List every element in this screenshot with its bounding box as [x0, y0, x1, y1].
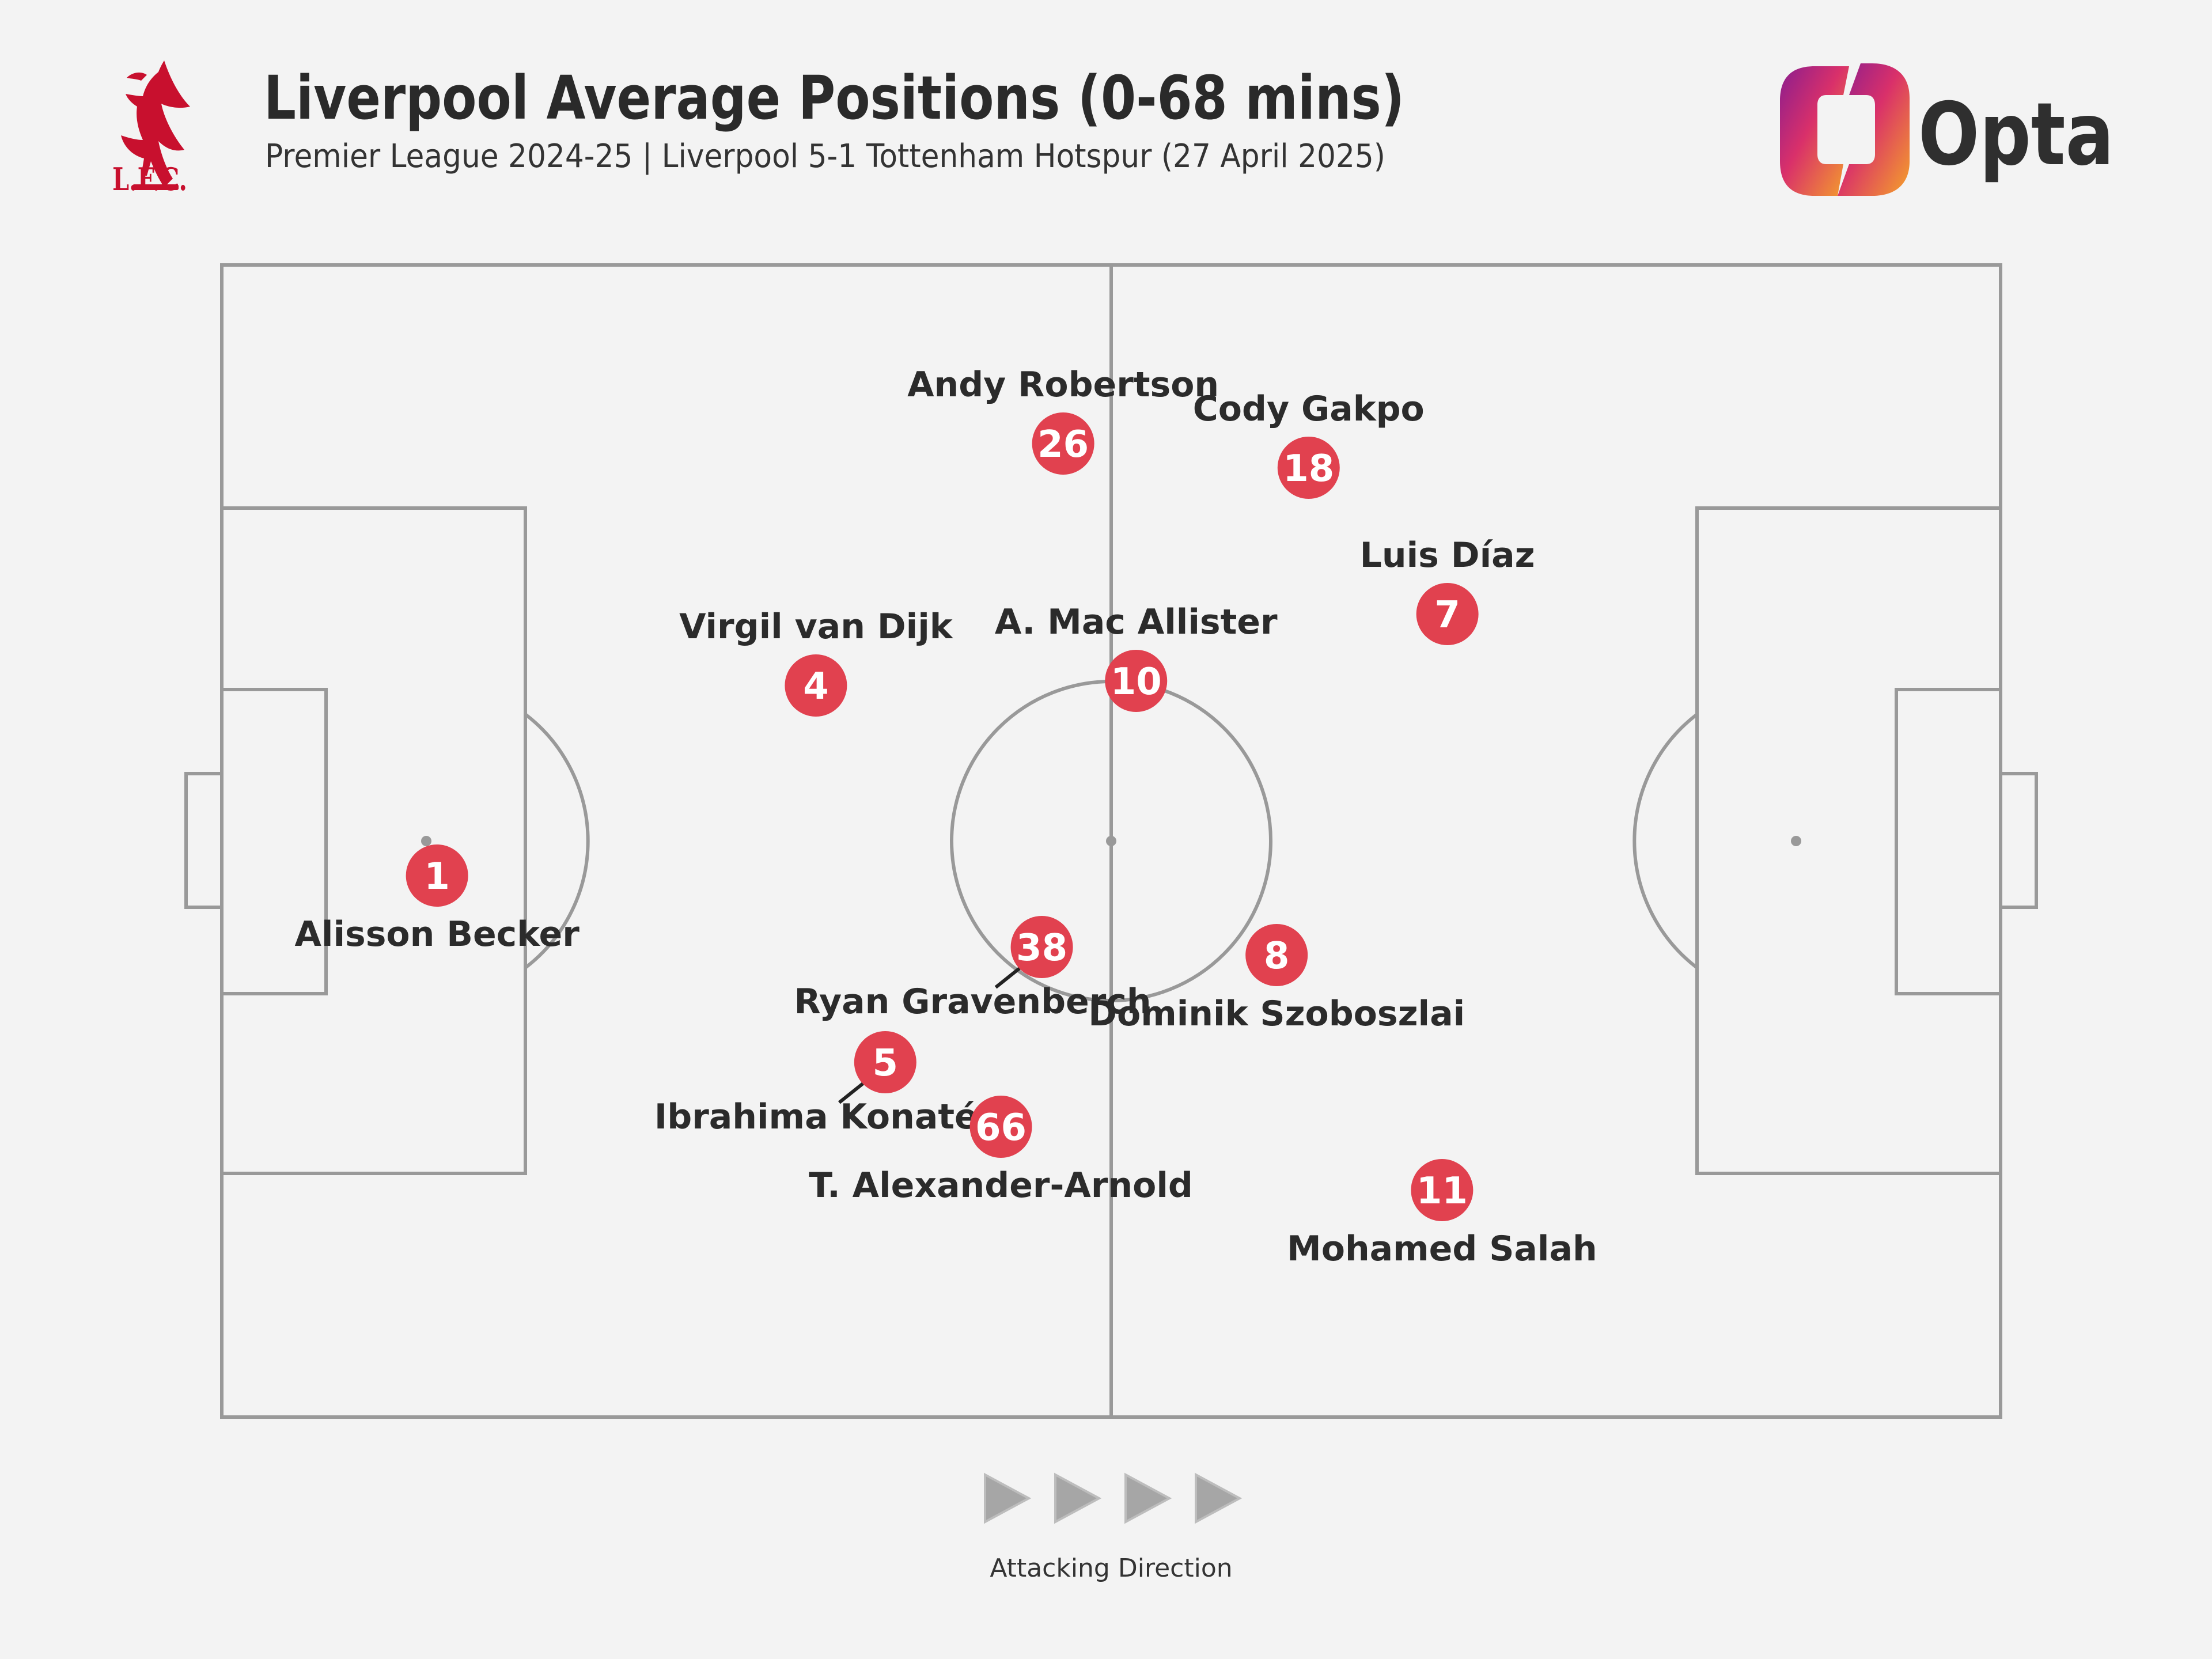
player-name-label: Dominik Szoboszlai: [1088, 994, 1465, 1034]
player-dot: [785, 654, 847, 717]
attacking-direction-arrows: [984, 1472, 1243, 1524]
chart-subtitle: Premier League 2024-25 | Liverpool 5-1 T…: [265, 138, 1385, 175]
player-dot: [854, 1031, 916, 1093]
player-number: 38: [1016, 927, 1067, 969]
player-number: 66: [975, 1107, 1027, 1149]
player-marker: 66 T. Alexander-Arnold: [809, 1096, 1193, 1206]
football-pitch: [184, 263, 2038, 1419]
player-marker: 38 Ryan Gravenberch: [794, 916, 1152, 1022]
chart-title: Liverpool Average Positions (0-68 mins): [264, 63, 1404, 133]
right-six-yard-box: [1895, 688, 2002, 995]
player-marker: 11 Mohamed Salah: [1287, 1159, 1597, 1269]
player-number: 4: [803, 665, 829, 708]
player-name-label: Virgil van Dijk: [679, 607, 954, 647]
player-number: 26: [1037, 423, 1089, 466]
direction-arrow-icon: [1195, 1472, 1243, 1524]
player-name-label: T. Alexander-Arnold: [809, 1165, 1193, 1206]
player-name-label: Alisson Becker: [294, 914, 579, 955]
direction-arrow-icon: [1124, 1472, 1172, 1524]
player-number: 11: [1416, 1170, 1468, 1213]
player-marker: 7 Luis Díaz: [1360, 535, 1535, 645]
player-dot: [1010, 916, 1073, 978]
player-dot: [1416, 583, 1479, 645]
player-number: 10: [1111, 661, 1162, 703]
player-dot: [1032, 412, 1094, 475]
right-penalty-area: [1695, 506, 2002, 1175]
right-penalty-arc: [1633, 713, 1698, 969]
direction-arrow-icon: [1054, 1472, 1102, 1524]
player-dot: [1277, 437, 1340, 499]
centre-spot: [1106, 836, 1116, 846]
left-penalty-area: [220, 506, 527, 1175]
player-name-label: Ryan Gravenberch: [794, 982, 1152, 1022]
player-number: 18: [1283, 448, 1334, 490]
player-dot: [1105, 650, 1168, 712]
opta-wordmark: Opta: [1918, 85, 2114, 185]
player-marker: 18 Cody Gakpo: [1193, 389, 1425, 499]
player-number: 7: [1434, 594, 1460, 637]
crest-letters: L.F.C.: [112, 161, 187, 198]
attacking-direction-label: Attacking Direction: [990, 1554, 1232, 1583]
player-marker: 10 A. Mac Allister: [995, 602, 1278, 712]
left-goal: [184, 772, 224, 909]
player-number: 8: [1264, 935, 1290, 978]
left-penalty-arc: [524, 713, 590, 969]
liverbird-crest-icon: L.F.C.: [112, 60, 190, 198]
direction-arrow-icon: [984, 1472, 1032, 1524]
player-marker: 4 Virgil van Dijk: [679, 607, 954, 717]
opta-logo-icon: [1780, 63, 1910, 196]
player-name-label: A. Mac Allister: [995, 602, 1278, 642]
player-dot: [1411, 1159, 1474, 1221]
player-number: 5: [873, 1042, 899, 1085]
player-name-label: Luis Díaz: [1360, 535, 1535, 575]
player-name-label: Cody Gakpo: [1193, 389, 1425, 429]
player-dot: [969, 1096, 1032, 1158]
player-dot: [406, 844, 468, 907]
left-penalty-spot: [421, 836, 431, 846]
player-number: 1: [424, 855, 450, 898]
right-goal: [1999, 772, 2038, 909]
player-marker: 26 Andy Robertson: [907, 365, 1219, 475]
player-dot: [1245, 924, 1308, 986]
player-markers: 1 Alisson Becker 4 Virgil van Dijk 5 Ibrahima…: [294, 365, 1597, 1269]
player-marker: 5 Ibrahima Konaté: [654, 1031, 978, 1137]
player-name-label: Andy Robertson: [907, 365, 1219, 405]
player-name-label: Mohamed Salah: [1287, 1229, 1597, 1269]
right-penalty-spot: [1791, 836, 1801, 846]
player-name-label: Ibrahima Konaté: [654, 1097, 978, 1137]
player-marker: 8 Dominik Szoboszlai: [1088, 924, 1465, 1034]
player-marker: 1 Alisson Becker: [294, 844, 579, 955]
